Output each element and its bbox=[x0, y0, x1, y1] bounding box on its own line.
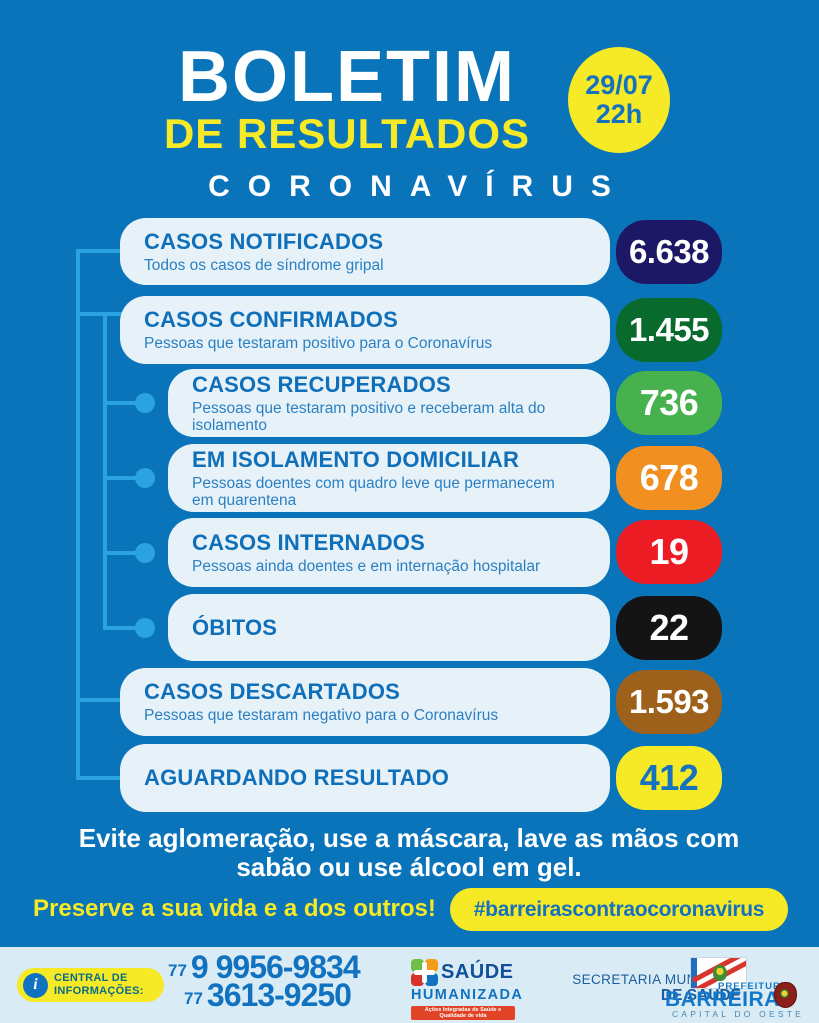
card-title: CASOS INTERNADOS bbox=[192, 529, 425, 555]
pill-value: 1.455 bbox=[628, 311, 710, 348]
connector-line bbox=[76, 312, 122, 316]
saude-wordmark: SAÚDE bbox=[441, 961, 514, 983]
info-label-line1: CENTRAL DE bbox=[54, 972, 128, 985]
secretaria-line2: DE SAÚDE bbox=[660, 987, 741, 1004]
info-icon: i bbox=[23, 972, 48, 998]
humanizada-wordmark: HUMANIZADA bbox=[411, 987, 524, 1003]
page-subtitle: DE RESULTADOS bbox=[163, 110, 531, 157]
connector-dot bbox=[135, 543, 155, 563]
barreiras-flag-icon bbox=[690, 957, 747, 989]
barreiras-wordmark: BARREIRAS bbox=[665, 988, 795, 1011]
card-subtitle: Pessoas ainda doentes e em internação ho… bbox=[192, 557, 541, 575]
phone-line-1: 77 9 9956-9834 bbox=[168, 949, 361, 985]
badge-date: 29/07 bbox=[585, 69, 653, 100]
connector-line bbox=[76, 776, 122, 780]
phone-ddd: 77 bbox=[184, 988, 203, 1008]
phone-number: 9 9956-9834 bbox=[190, 949, 361, 985]
saude-humanizada-logo: SAÚDE HUMANIZADA Ações Integradas de Saú… bbox=[411, 959, 524, 1020]
capital-do-oeste-tagline: CAPITAL DO OESTE bbox=[672, 1009, 804, 1019]
card-casos-descartados: CASOS DESCARTADOS Pessoas que testaram n… bbox=[120, 668, 610, 736]
connector-line bbox=[103, 476, 139, 480]
value-pill-aguardando: 412 bbox=[616, 746, 722, 810]
value-pill-internados: 19 bbox=[616, 520, 722, 584]
page-title: BOLETIM bbox=[178, 37, 516, 117]
card-subtitle: Pessoas que testaram positivo e recebera… bbox=[192, 399, 546, 434]
card-title: CASOS RECUPERADOS bbox=[192, 371, 451, 397]
pill-value: 6.638 bbox=[628, 233, 710, 270]
connector-line bbox=[76, 249, 122, 253]
card-title: AGUARDANDO RESULTADO bbox=[144, 765, 450, 790]
info-label-line2: INFORMAÇÕES: bbox=[54, 985, 144, 997]
pill-value: 1.593 bbox=[628, 683, 710, 720]
card-subtitle: Pessoas doentes com quadro leve que perm… bbox=[192, 474, 555, 509]
footer-bar: i CENTRAL DE INFORMAÇÕES: 77 9 9956-9834… bbox=[0, 947, 819, 1023]
card-casos-confirmados: CASOS CONFIRMADOS Pessoas que testaram p… bbox=[120, 296, 610, 364]
pill-value: 678 bbox=[639, 457, 699, 498]
connector-line bbox=[103, 551, 139, 555]
topic-title: CORONAVÍRUS bbox=[208, 170, 629, 203]
card-subtitle: Pessoas que testaram positivo para o Cor… bbox=[144, 335, 493, 353]
connector-line bbox=[76, 698, 122, 702]
value-pill-recuperados: 736 bbox=[616, 371, 722, 435]
card-casos-internados: CASOS INTERNADOS Pessoas ainda doentes e… bbox=[168, 518, 610, 587]
value-pill-confirmados: 1.455 bbox=[616, 298, 722, 362]
card-casos-notificados: CASOS NOTIFICADOS Todos os casos de sínd… bbox=[120, 218, 610, 285]
card-obitos: ÓBITOS bbox=[168, 594, 610, 661]
connector-line bbox=[103, 401, 139, 405]
hashtag-text: #barreirascontraocoronavirus bbox=[473, 897, 765, 921]
pill-value: 22 bbox=[649, 607, 689, 648]
card-title: CASOS NOTIFICADOS bbox=[144, 228, 384, 254]
connector-dot bbox=[135, 393, 155, 413]
card-casos-recuperados: CASOS RECUPERADOS Pessoas que testaram p… bbox=[168, 369, 610, 437]
card-title: CASOS DESCARTADOS bbox=[144, 679, 401, 705]
phone-line-2: 77 3613-9250 bbox=[184, 977, 360, 1013]
value-pill-descartados: 1.593 bbox=[616, 670, 722, 734]
pill-value: 412 bbox=[639, 757, 699, 798]
info-center-label: CENTRAL DE INFORMAÇÕES: bbox=[54, 972, 144, 998]
connector-line bbox=[103, 312, 107, 628]
info-center-pill: i CENTRAL DE INFORMAÇÕES: bbox=[17, 968, 164, 1002]
phone-numbers: 77 9 9956-9834 77 3613-9250 bbox=[168, 949, 361, 1013]
connector-dot bbox=[135, 618, 155, 638]
date-time-badge: 29/07 22h bbox=[568, 47, 670, 153]
connector-line bbox=[76, 249, 80, 779]
card-subtitle: Todos os casos de síndrome gripal bbox=[144, 256, 384, 274]
card-title: ÓBITOS bbox=[192, 614, 278, 640]
value-pill-isolamento: 678 bbox=[616, 446, 722, 510]
card-title: CASOS CONFIRMADOS bbox=[144, 307, 398, 333]
value-pill-notificados: 6.638 bbox=[616, 220, 722, 284]
badge-time: 22h bbox=[595, 99, 643, 129]
phone-number: 3613-9250 bbox=[206, 977, 352, 1013]
city-crest-icon bbox=[774, 982, 797, 1008]
prefeitura-label: PREFEITURA bbox=[718, 981, 789, 992]
saude-tagline: Ações Integradas de Saúde e Qualidade de… bbox=[411, 1006, 515, 1020]
card-isolamento-domiciliar: EM ISOLAMENTO DOMICILIAR Pessoas doentes… bbox=[168, 444, 610, 512]
connector-line bbox=[103, 626, 139, 630]
prefeitura-barreiras-logo: PREFEITURA BARREIRAS CAPITAL DO OESTE bbox=[660, 955, 815, 1021]
health-cross-icon bbox=[411, 959, 438, 986]
phone-ddd: 77 bbox=[168, 960, 187, 980]
connector-dot bbox=[135, 468, 155, 488]
prevention-advice: Evite aglomeração, use a máscara, lave a… bbox=[78, 823, 740, 882]
pill-value: 19 bbox=[649, 531, 689, 572]
value-pill-obitos: 22 bbox=[616, 596, 722, 660]
card-title: EM ISOLAMENTO DOMICILIAR bbox=[192, 446, 520, 472]
card-aguardando-resultado: AGUARDANDO RESULTADO bbox=[120, 744, 610, 812]
pill-value: 736 bbox=[639, 382, 699, 423]
card-subtitle: Pessoas que testaram negativo para o Cor… bbox=[144, 707, 499, 725]
hashtag-pill: #barreirascontraocoronavirus bbox=[450, 888, 788, 931]
cta-text: Preserve a sua vida e a dos outros! bbox=[33, 895, 436, 922]
